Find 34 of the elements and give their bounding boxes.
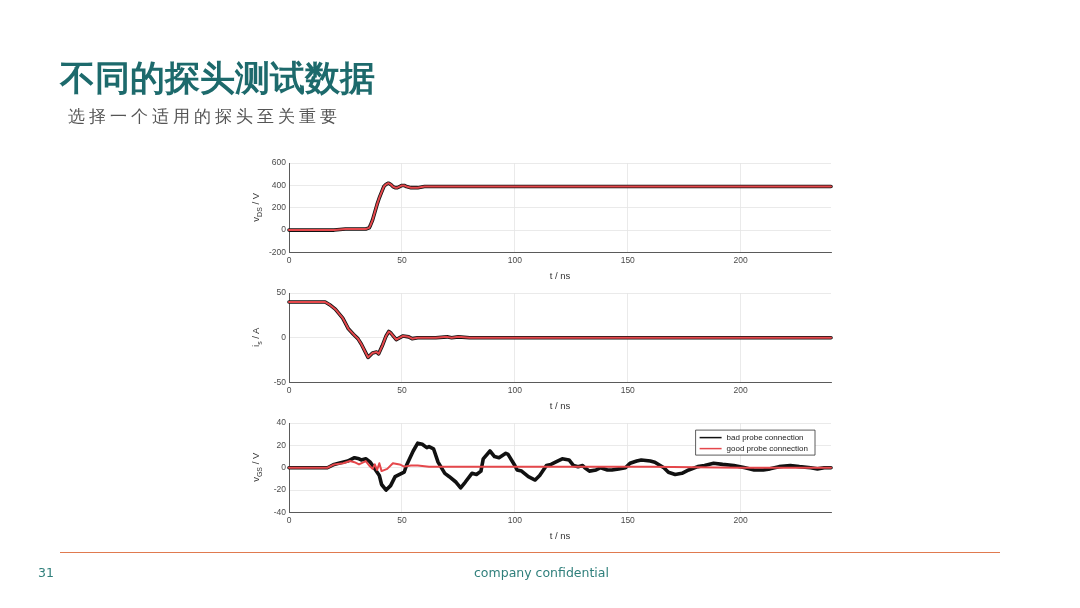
chart-title: 不同的探头测试数据 [60,58,375,98]
y-tick-label: -200 [268,246,287,257]
y-tick-label: 0 [281,332,287,343]
legend-label: good probe connection [726,443,809,453]
x-tick-label: 50 [397,254,407,265]
y-tick-label: 400 [271,179,287,190]
x-tick-label: 200 [733,514,749,525]
text: 31 [38,565,54,580]
x-tick-label: 50 [397,514,407,525]
x-axis-title: t / ns [549,529,571,541]
y-tick-label: 0 [281,462,287,473]
x-tick-label: 100 [507,254,523,265]
y-tick-label: 600 [271,157,287,168]
x-tick-label: 200 [733,254,749,265]
x-tick-label: 150 [620,254,636,265]
x-tick-label: 100 [507,514,523,525]
y-tick-label: -20 [273,484,287,495]
x-tick-label: 200 [733,384,749,395]
legend-label: bad probe connection [726,432,804,442]
x-axis-title: t / ns [549,399,571,411]
x-tick-label: 100 [507,384,523,395]
x-tick-label: 150 [620,514,636,525]
chart-subtitle: 选择一个适用的探头至关重要 [68,106,341,127]
y-tick-label: 50 [276,287,287,298]
y-tick-label: 20 [276,439,287,450]
y-tick-label: 0 [281,224,287,235]
x-tick-label: 150 [620,384,636,395]
y-tick-label: 200 [271,202,287,213]
y-tick-label: -40 [273,506,287,517]
x-axis-title: t / ns [549,269,571,281]
text: company confidential [474,565,609,580]
y-tick-label: -50 [273,376,287,387]
y-tick-label: 40 [276,417,287,428]
x-tick-label: 50 [397,384,407,395]
